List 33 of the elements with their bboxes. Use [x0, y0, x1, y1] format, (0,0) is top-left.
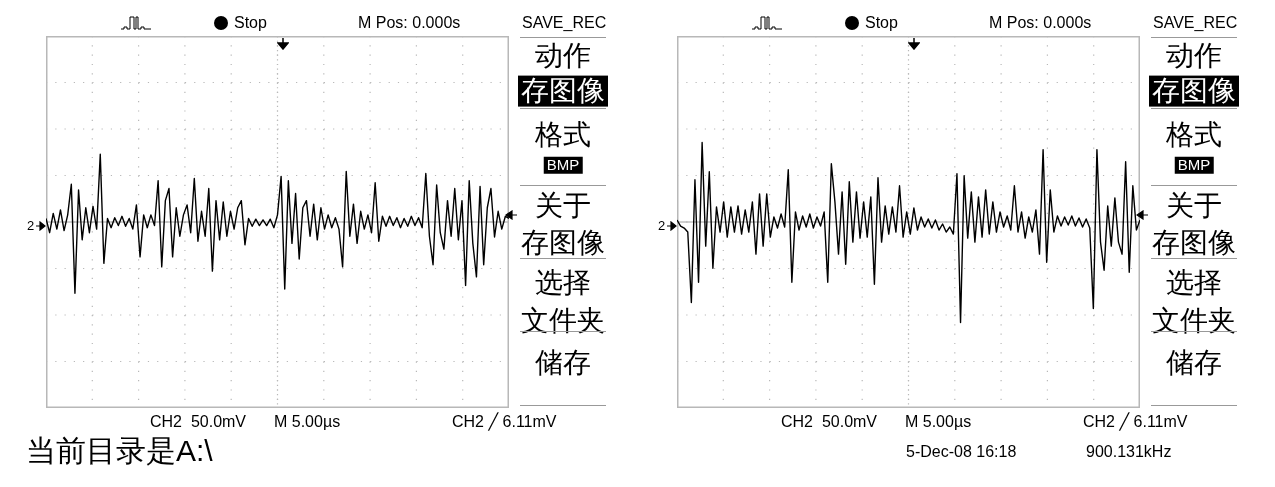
text: 选择 [535, 266, 591, 299]
text: 关于 [535, 189, 591, 222]
text: 储存 [1166, 346, 1222, 379]
text: SAVE_REC [522, 14, 607, 32]
text: M Pos: 0.000s [989, 14, 1092, 32]
text: 动作 [535, 39, 591, 72]
text: CH2 50.0mV [150, 413, 247, 431]
text: 动作 [1166, 39, 1222, 72]
text: 2 [658, 217, 666, 234]
text: BMP [1174, 155, 1214, 174]
text: 当前目录是A:\ [26, 433, 213, 467]
text: BMP [543, 155, 583, 174]
text: CH2 ╱ 6.11mV [1083, 413, 1188, 431]
text: Stop [234, 14, 267, 32]
text: CH2 50.0mV [781, 413, 878, 431]
text: 选择 [1166, 266, 1222, 299]
text: 存图像 [1152, 226, 1236, 259]
text: Stop [865, 14, 898, 32]
text: 存图像 [518, 74, 608, 107]
text: 900.131kHz [1086, 443, 1172, 461]
text: SAVE_REC [1153, 14, 1238, 32]
text: 5-Dec-08 16:18 [906, 443, 1017, 461]
text: 格式 [535, 118, 591, 151]
text: 存图像 [1149, 74, 1239, 107]
text: M 5.00µs [905, 413, 972, 431]
text: 存图像 [521, 226, 605, 259]
text: 关于 [1166, 189, 1222, 222]
text: 格式 [1166, 118, 1222, 151]
text: 2 [27, 217, 35, 234]
text: M 5.00µs [274, 413, 341, 431]
text: CH2 ╱ 6.11mV [452, 413, 557, 431]
text: M Pos: 0.000s [358, 14, 461, 32]
text: 储存 [535, 346, 591, 379]
